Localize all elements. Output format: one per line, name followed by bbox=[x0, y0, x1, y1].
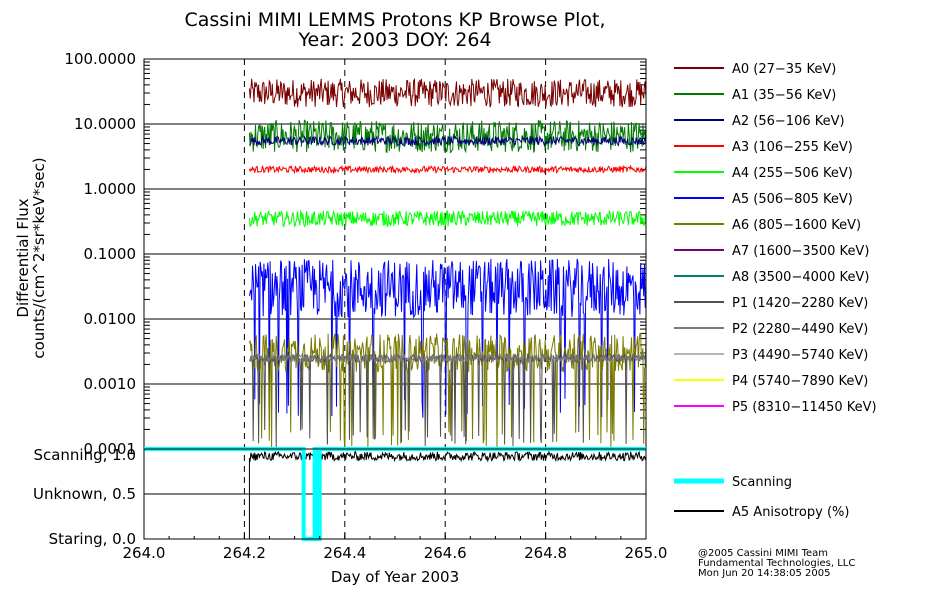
x-tick-label: 264.4 bbox=[323, 544, 366, 562]
y-tick-label: 0.0010 bbox=[84, 375, 137, 393]
legend-label: A3 (106−255 KeV) bbox=[732, 140, 853, 155]
legend-label: A8 (3500−4000 KeV) bbox=[732, 270, 869, 285]
y-tick-label: 10.0000 bbox=[74, 115, 136, 133]
legend-label: P1 (1420−2280 KeV) bbox=[732, 296, 868, 311]
y-tick-label: 0.1000 bbox=[84, 245, 137, 263]
legend-label: A6 (805−1600 KeV) bbox=[732, 218, 861, 233]
legend-label: A7 (1600−3500 KeV) bbox=[732, 244, 869, 259]
y-tick-label: 100.0000 bbox=[64, 50, 136, 68]
legend: A0 (27−35 KeV) A1 (35−56 KeV) A2 (56−106 K… bbox=[674, 62, 877, 520]
legend-label: A4 (255−506 KeV) bbox=[732, 166, 853, 181]
credit-line-2: Fundamental Technologies, LLC bbox=[698, 558, 855, 569]
x-tick-label: 265.0 bbox=[625, 544, 668, 562]
credits: @2005 Cassini MIMI Team Fundamental Tech… bbox=[698, 548, 855, 579]
series-line bbox=[249, 352, 647, 364]
x-axis-title: Day of Year 2003 bbox=[331, 568, 459, 586]
legend-label: A5 Anisotropy (%) bbox=[732, 505, 849, 520]
credit-line-1: @2005 Cassini MIMI Team bbox=[698, 548, 828, 559]
x-tick-label: 264.8 bbox=[524, 544, 567, 562]
credit-line-3: Mon Jun 20 14:38:05 2005 bbox=[698, 568, 831, 579]
series-line bbox=[248, 333, 647, 449]
y-tick-label: Unknown, 0.5 bbox=[33, 485, 136, 503]
legend-label: A0 (27−35 KeV) bbox=[732, 62, 836, 77]
x-tick-label: 264.0 bbox=[123, 544, 166, 562]
series-line bbox=[249, 352, 647, 449]
legend-label: P5 (8310−11450 KeV) bbox=[732, 400, 877, 415]
series-line bbox=[248, 77, 647, 108]
y-tick-label: Scanning, 1.0 bbox=[33, 446, 136, 464]
y-tick-label: 1.0000 bbox=[84, 180, 137, 198]
legend-label: A5 (506−805 KeV) bbox=[732, 192, 853, 207]
x-tick-label: 264.2 bbox=[223, 544, 266, 562]
y-tick-label: 0.0001 bbox=[84, 440, 137, 458]
legend-label: A1 (35−56 KeV) bbox=[732, 88, 836, 103]
series-line bbox=[249, 134, 647, 147]
y-axis-title: Differential Flux counts/(cm^2*sr*keV*se… bbox=[14, 157, 48, 358]
legend-label: A2 (56−106 KeV) bbox=[732, 114, 845, 129]
chart-subtitle: Year: 2003 DOY: 264 bbox=[297, 29, 491, 51]
series-line bbox=[248, 164, 647, 175]
legend-label: P3 (4490−5740 KeV) bbox=[732, 348, 868, 363]
series-line bbox=[248, 449, 647, 463]
chart-title: Cassini MIMI LEMMS Protons KP Browse Plo… bbox=[184, 9, 605, 31]
legend-label: Scanning bbox=[732, 475, 792, 490]
y-tick-label: 0.0100 bbox=[84, 310, 137, 328]
x-tick-label: 264.6 bbox=[424, 544, 467, 562]
y-tick-label: Staring, 0.0 bbox=[49, 530, 136, 548]
legend-label: P2 (2280−4490 KeV) bbox=[732, 322, 868, 337]
flux-plot-panel: 100.0000 10.0000 1.0000 0.1000 0.0100 0.0010 0… bbox=[64, 50, 647, 539]
legend-label: P4 (5740−7890 KeV) bbox=[732, 374, 868, 389]
y-axis-label-line1: Differential Flux bbox=[14, 198, 32, 317]
series-line bbox=[248, 209, 646, 228]
y-axis-label-line2: counts/(cm^2*sr*keV*sec) bbox=[30, 157, 48, 358]
